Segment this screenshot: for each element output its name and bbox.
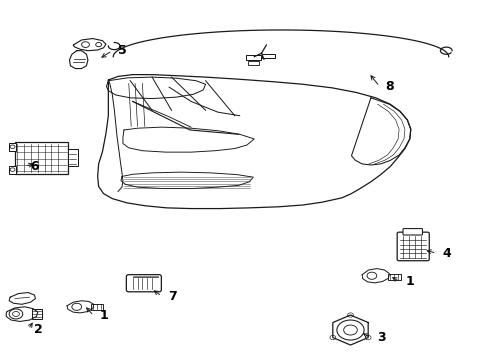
Text: 3: 3 [376,332,385,345]
FancyBboxPatch shape [9,166,17,174]
FancyBboxPatch shape [387,274,400,280]
FancyBboxPatch shape [402,229,422,235]
FancyBboxPatch shape [245,55,260,60]
Text: 7: 7 [167,289,176,303]
Text: 2: 2 [34,323,42,336]
Text: 1: 1 [405,275,414,288]
Text: 1: 1 [100,309,108,322]
FancyBboxPatch shape [396,232,428,261]
FancyBboxPatch shape [126,275,161,292]
FancyBboxPatch shape [248,61,259,65]
Text: 4: 4 [442,247,450,260]
FancyBboxPatch shape [31,309,42,319]
Text: 5: 5 [118,44,126,57]
Text: 8: 8 [385,80,393,93]
FancyBboxPatch shape [15,142,67,174]
FancyBboxPatch shape [261,54,275,58]
FancyBboxPatch shape [91,303,103,310]
Text: 6: 6 [30,160,39,173]
FancyBboxPatch shape [67,149,78,166]
FancyBboxPatch shape [9,143,17,151]
